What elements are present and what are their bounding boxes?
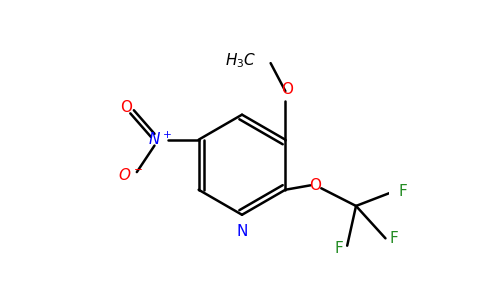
Text: $O^-$: $O^-$ [118,167,143,183]
Text: O: O [309,178,321,193]
Text: $H_3C$: $H_3C$ [225,51,256,70]
Text: N: N [236,224,248,238]
Text: F: F [334,241,343,256]
Text: O: O [120,100,132,115]
Text: $N^+$: $N^+$ [148,131,173,148]
Text: F: F [389,231,398,246]
Text: F: F [398,184,407,199]
Text: O: O [281,82,293,97]
